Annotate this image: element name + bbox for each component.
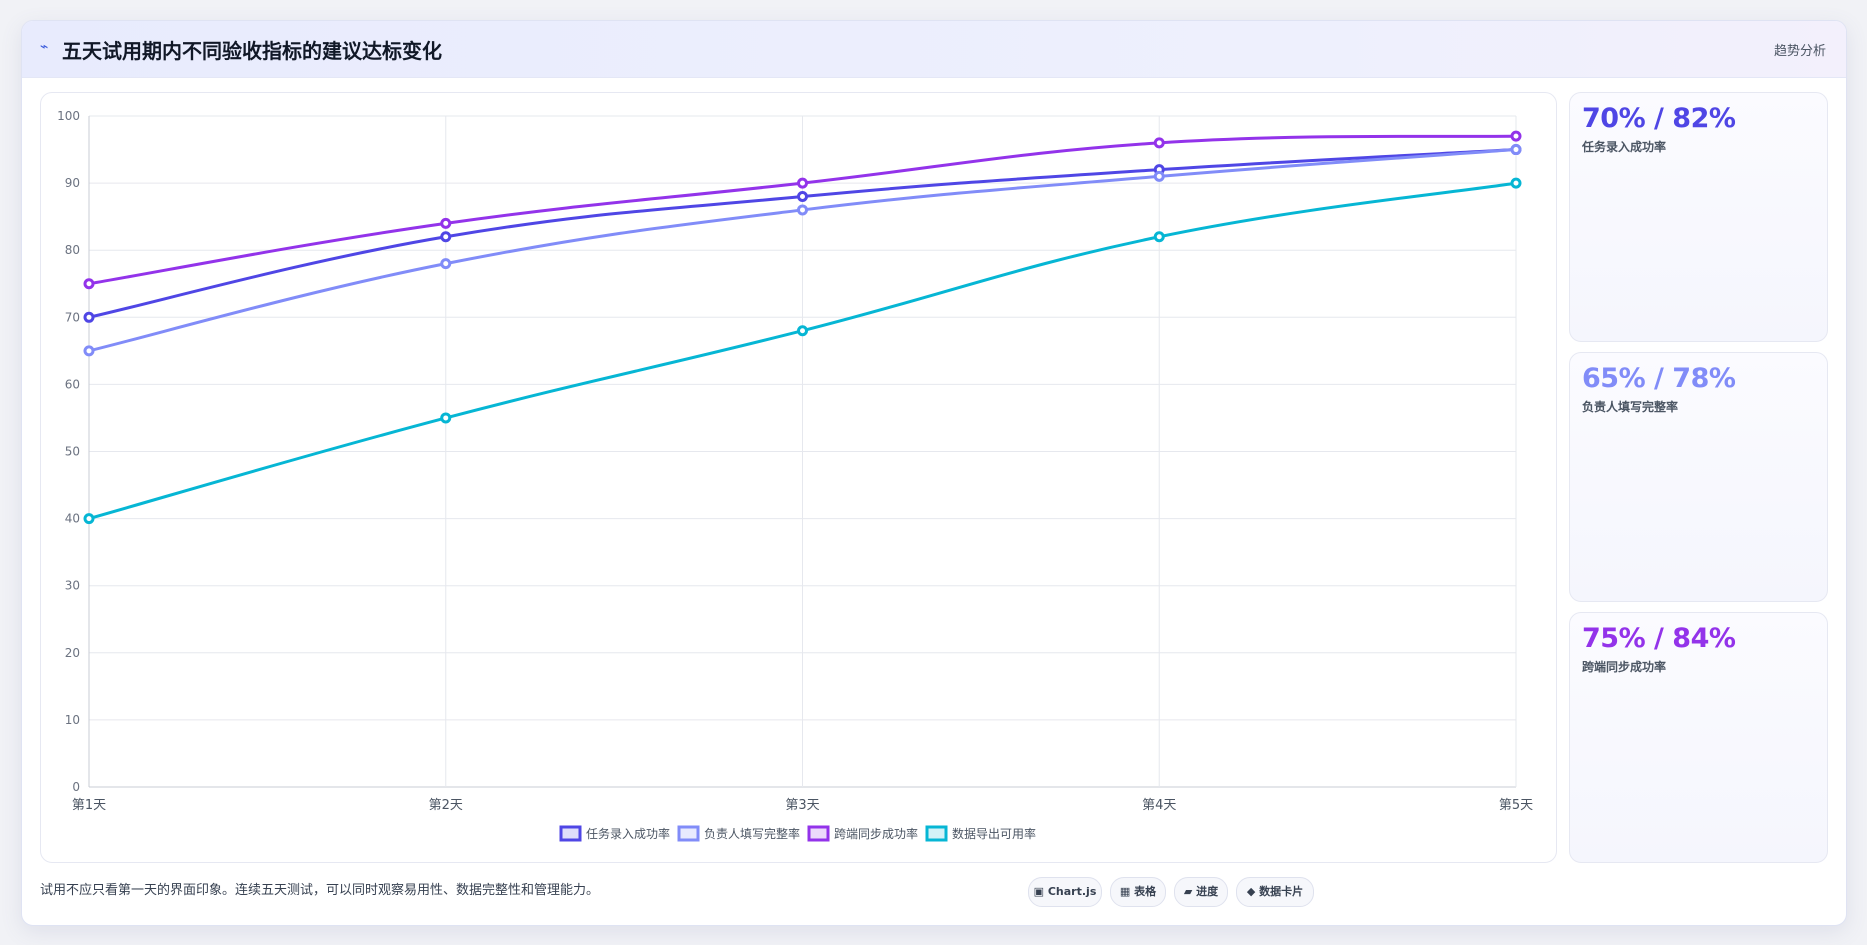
data-point [1510, 144, 1522, 156]
y-tick-label: 40 [65, 512, 80, 526]
stat-card-sync-success: 75% / 84% 跨端同步成功率 [1569, 612, 1828, 863]
card-header: ⌁ 五天试用期内不同验收指标的建议达标变化 趋势分析 [22, 21, 1846, 78]
x-tick-label: 第4天 [1142, 798, 1176, 813]
x-tick-label: 第3天 [785, 798, 819, 813]
y-tick-label: 30 [65, 579, 80, 593]
data-point [797, 177, 808, 189]
legend-swatch [677, 825, 700, 842]
y-tick-label: 50 [65, 445, 80, 459]
data-point [83, 513, 95, 525]
chip-data-card[interactable]: ◆ 数据卡片 [1236, 877, 1314, 907]
y-tick-label: 10 [65, 713, 80, 727]
y-tick-label: 80 [65, 243, 80, 257]
progress-icon: ▰ [1183, 885, 1193, 898]
table-icon: ▦ [1119, 885, 1131, 898]
chip-table[interactable]: ▦ 表格 [1110, 877, 1166, 907]
legend-label: 负责人填写完整率 [704, 826, 800, 841]
data-point [83, 311, 95, 323]
stat-card-owner-completeness: 65% / 78% 负责人填写完整率 [1569, 352, 1828, 602]
y-tick-label: 90 [65, 176, 80, 190]
stat-value: 65% / 78% [1582, 363, 1736, 394]
chart-icon: ▣ [1033, 885, 1045, 898]
stat-label: 负责人填写完整率 [1582, 400, 1679, 414]
page-title: 五天试用期内不同验收指标的建议达标变化 [62, 39, 442, 63]
y-tick-label: 60 [65, 377, 80, 391]
data-point [440, 412, 452, 424]
data-point [1510, 130, 1522, 142]
y-tick-label: 0 [72, 780, 80, 794]
x-tick-label: 第2天 [429, 798, 463, 813]
data-point [440, 217, 452, 229]
legend-swatch [807, 825, 830, 842]
data-point [797, 191, 808, 203]
stat-card-task-entry: 70% / 82% 任务录入成功率 [1569, 92, 1828, 342]
data-point [797, 325, 808, 337]
y-tick-label: 20 [65, 646, 80, 660]
data-point [440, 258, 452, 270]
legend-label: 跨端同步成功率 [834, 826, 918, 841]
data-point [1153, 137, 1165, 149]
line-chart: 0 10 20 30 40 50 60 70 80 90 100 第1天 第2天 第3天 第4天 第5天任务录… [57, 109, 1533, 842]
data-point [1153, 231, 1165, 243]
chip-label: Chart.js [1047, 885, 1097, 898]
legend-swatch [559, 825, 582, 842]
chip-label: 表格 [1134, 885, 1157, 898]
data-point [797, 204, 808, 216]
data-point [440, 231, 452, 243]
legend-swatch [925, 825, 948, 842]
stat-value: 70% / 82% [1582, 103, 1736, 134]
x-tick-label: 第5天 [1499, 798, 1533, 813]
stat-label: 任务录入成功率 [1582, 140, 1667, 154]
trend-analysis-tag: 趋势分析 [1773, 44, 1826, 59]
chip-progress[interactable]: ▰ 进度 [1174, 877, 1228, 907]
chip-label: 数据卡片 [1259, 885, 1304, 898]
data-point [83, 345, 95, 357]
stat-value: 75% / 84% [1582, 623, 1736, 654]
footer-note: 试用不应只看第一天的界面印象。连续五天测试，可以同时观察易用性、数据完整性和管理… [40, 883, 600, 898]
pulse-icon: ⌁ [40, 39, 49, 55]
data-point [1153, 170, 1165, 182]
y-tick-label: 70 [65, 310, 80, 324]
dashboard-card: ⌁ 五天试用期内不同验收指标的建议达标变化 趋势分析 0 10 20 30 40 50 60… [21, 20, 1847, 926]
legend-label: 任务录入成功率 [586, 826, 670, 841]
line-chart-panel: 0 10 20 30 40 50 60 70 80 90 100 第1天 第2天 第3天 第4天 第5天任务录… [40, 92, 1557, 863]
x-tick-label: 第1天 [72, 798, 106, 813]
y-tick-label: 100 [57, 109, 80, 123]
data-point [83, 278, 95, 290]
data-point [1510, 177, 1522, 189]
card-icon: ◆ [1246, 885, 1256, 898]
chip-chartjs[interactable]: ▣ Chart.js [1028, 877, 1102, 907]
stat-label: 跨端同步成功率 [1582, 660, 1667, 674]
chip-label: 进度 [1196, 885, 1219, 898]
legend-label: 数据导出可用率 [952, 826, 1036, 841]
